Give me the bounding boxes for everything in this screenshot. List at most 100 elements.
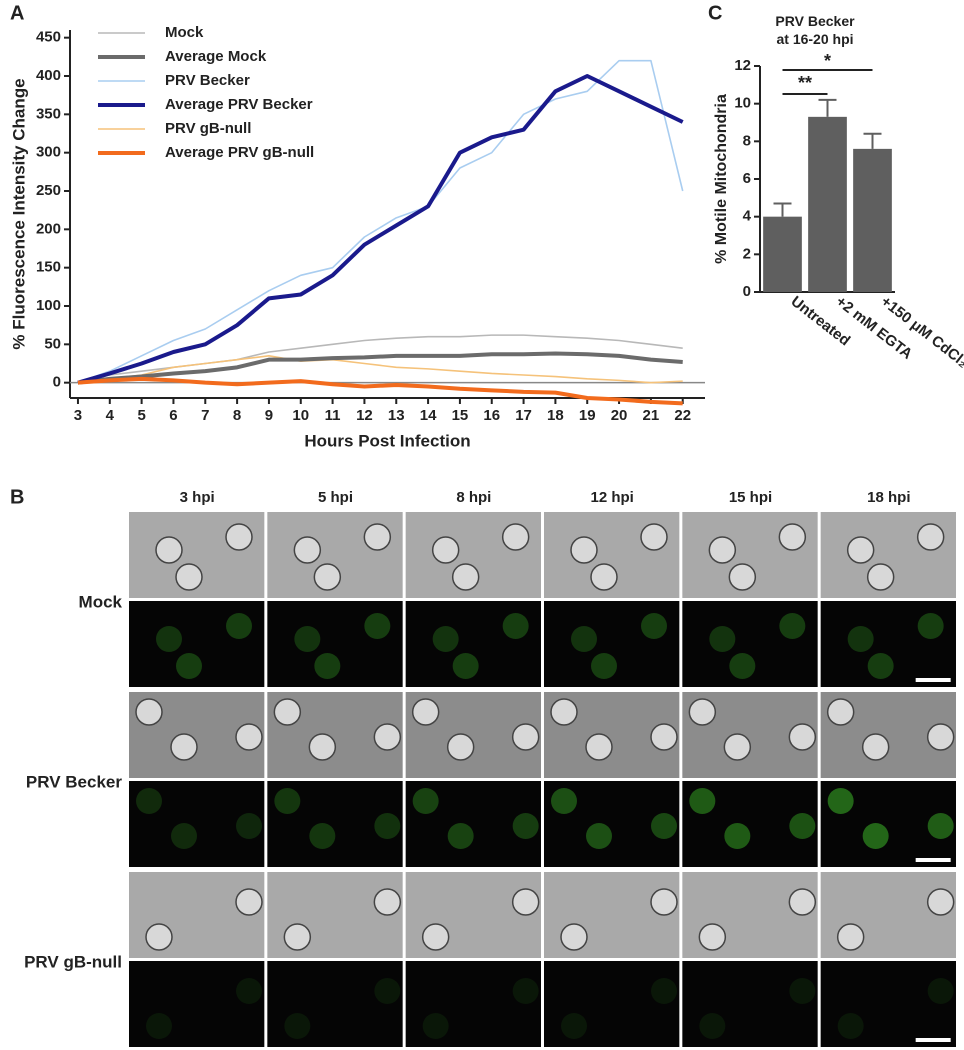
fluorescent-cell <box>571 626 597 652</box>
x-tick-label: 22 <box>674 407 691 424</box>
row-label: PRV gB-null <box>24 952 122 971</box>
cell <box>225 523 253 551</box>
fluorescence-image <box>267 601 403 687</box>
fluorescent-cell <box>236 813 262 839</box>
cell <box>590 563 618 591</box>
fluorescence-image <box>405 601 541 687</box>
legend-label: Average PRV Becker <box>165 96 313 113</box>
fluorescence-image <box>820 601 956 687</box>
fluorescent-cell <box>236 978 262 1004</box>
cell <box>421 923 450 951</box>
cell <box>778 523 807 551</box>
cell <box>313 563 342 591</box>
cell <box>155 536 183 564</box>
cell <box>846 536 875 564</box>
fluorescent-cell <box>432 626 459 652</box>
x-tick-label: 14 <box>420 407 437 424</box>
fluorescence-image <box>682 961 818 1047</box>
y-tick-label: 0 <box>743 283 751 300</box>
y-tick-label: 50 <box>44 335 61 352</box>
cell <box>373 723 402 751</box>
fluorescent-cell <box>789 978 816 1004</box>
fluorescent-cell <box>364 613 391 639</box>
fluorescent-cell <box>452 653 479 679</box>
cell <box>411 698 440 726</box>
fluorescent-cell <box>561 1013 587 1039</box>
x-tick-label: 5 <box>137 407 145 424</box>
fluorescent-cell <box>422 1013 449 1039</box>
y-tick-label: 2 <box>743 245 751 262</box>
bar <box>853 148 892 292</box>
fluorescent-cell <box>789 813 816 839</box>
x-tick-label: 18 <box>547 407 564 424</box>
cell <box>688 698 717 726</box>
x-tick-label: 8 <box>233 407 241 424</box>
fluorescent-cell <box>709 626 736 652</box>
fluorescent-cell <box>176 653 202 679</box>
fluorescent-cell <box>651 978 677 1004</box>
cell <box>511 723 540 751</box>
cell <box>446 733 475 761</box>
y-tick-label: 350 <box>36 105 61 122</box>
legend-label: Average PRV gB-null <box>165 144 314 161</box>
x-tick-label: 11 <box>325 407 341 424</box>
legend-label: Average Mock <box>165 48 267 65</box>
cell <box>826 698 855 726</box>
title-line: PRV Becker <box>775 13 855 29</box>
fluorescent-cell <box>586 823 612 849</box>
series-line <box>77 59 684 384</box>
y-tick-label: 4 <box>743 208 752 225</box>
panel-label: C <box>708 2 722 24</box>
x-tick-label: 16 <box>483 407 500 424</box>
x-tick-label: 6 <box>169 407 177 424</box>
cell <box>926 888 955 916</box>
x-tick-label: 17 <box>515 407 532 424</box>
column-label: 5 hpi <box>318 489 353 506</box>
cell <box>723 733 752 761</box>
legend-label: PRV gB-null <box>165 120 251 137</box>
cell <box>788 888 817 916</box>
fluorescent-cell <box>274 788 301 814</box>
fluorescence-image <box>129 601 265 687</box>
cell <box>363 523 392 551</box>
y-tick-label: 6 <box>743 170 751 187</box>
bar <box>808 116 847 292</box>
x-tick-label: 15 <box>452 407 469 424</box>
fluorescent-cell <box>837 1013 864 1039</box>
x-tick-label: +2 mM EGTA <box>833 293 916 363</box>
column-label: 18 hpi <box>867 489 910 506</box>
column-label: 15 hpi <box>729 489 772 506</box>
fluorescence-image <box>820 961 956 1047</box>
fluorescent-cell <box>314 653 341 679</box>
fluorescent-cell <box>284 1013 311 1039</box>
fluorescent-cell <box>551 788 577 814</box>
fluorescent-cell <box>641 613 667 639</box>
fluorescent-cell <box>412 788 439 814</box>
y-tick-label: 300 <box>36 144 61 161</box>
fluorescence-image <box>405 781 541 867</box>
cell <box>235 888 263 916</box>
fluorescent-cell <box>729 653 756 679</box>
fluorescent-cell <box>862 823 889 849</box>
title-line: at 16-20 hpi <box>776 31 853 47</box>
fluorescent-cell <box>226 613 252 639</box>
fluorescence-image <box>267 961 403 1047</box>
x-axis-label: Hours Post Infection <box>304 431 470 450</box>
x-tick-label: 10 <box>292 407 309 424</box>
cell <box>640 523 668 551</box>
fluorescent-cell <box>867 653 894 679</box>
fluorescent-cell <box>847 626 874 652</box>
x-tick-label: 7 <box>201 407 209 424</box>
bar <box>763 216 802 292</box>
y-tick-label: 10 <box>734 95 751 112</box>
cell <box>708 536 737 564</box>
fluorescent-cell <box>309 823 336 849</box>
fluorescent-cell <box>512 813 539 839</box>
cell <box>135 698 163 726</box>
fluorescent-cell <box>917 613 944 639</box>
fluorescent-cell <box>779 613 806 639</box>
cell <box>926 723 955 751</box>
y-axis-label: % Motile Mitochondria <box>713 94 730 264</box>
y-tick-label: 0 <box>53 374 61 391</box>
fluorescent-cell <box>591 653 617 679</box>
